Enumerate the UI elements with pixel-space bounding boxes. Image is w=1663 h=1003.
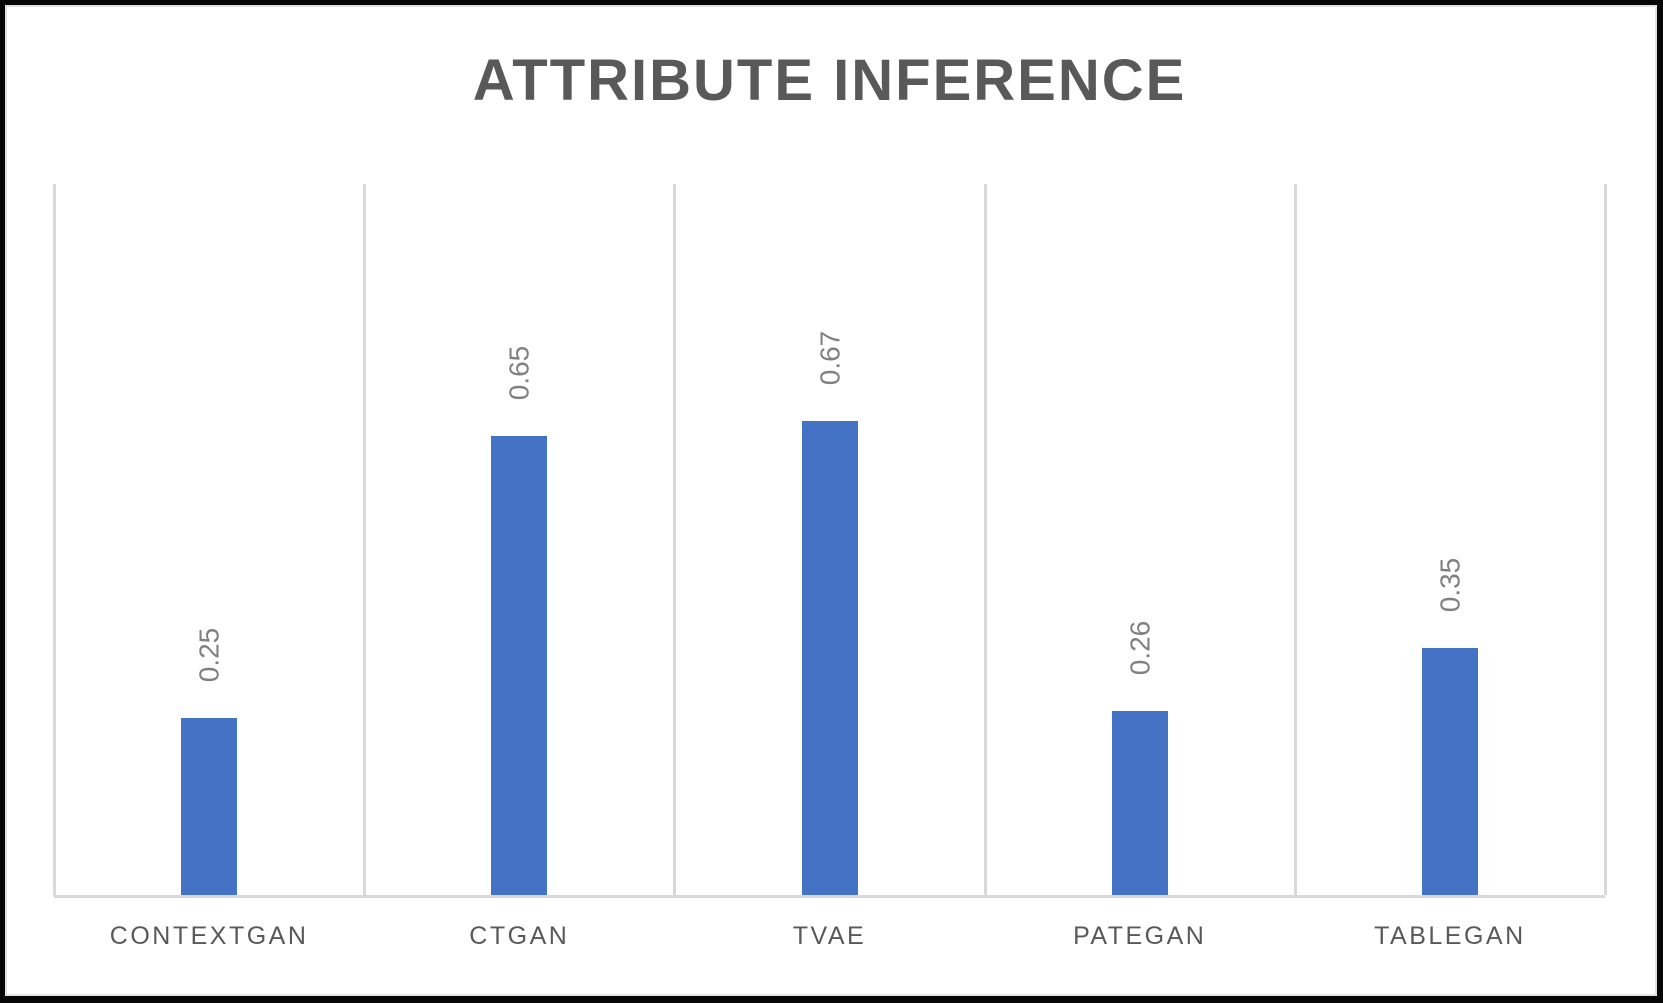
category-gridline <box>53 184 56 895</box>
category-axis: CONTEXTGAN CTGAN TVAE PATEGAN TABLEGAN <box>54 908 1605 970</box>
bar-value-label: 0.26 <box>1105 621 1175 676</box>
category-gridline <box>673 184 676 895</box>
category-label-tvae: TVAE <box>792 922 867 950</box>
bar-value-text: 0.65 <box>503 345 534 401</box>
bar-pategan <box>1112 711 1168 895</box>
bar-tablegan <box>1422 648 1478 895</box>
category-gridline <box>984 184 987 895</box>
bar-value-text: 0.26 <box>1124 620 1155 676</box>
chart-title: ATTRIBUTE INFERENCE <box>472 48 1187 113</box>
category-label-contextgan: CONTEXTGAN <box>109 922 309 950</box>
bar-value-label: 0.65 <box>484 346 554 401</box>
bar-ctgan <box>491 436 547 895</box>
category-label-pategan: PATEGAN <box>1073 922 1207 950</box>
bar-value-label: 0.25 <box>174 628 244 683</box>
bar-value-label: 0.35 <box>1415 558 1485 613</box>
bar-value-text: 0.67 <box>814 330 845 386</box>
bar-value-text: 0.25 <box>193 627 224 683</box>
bar-tvae <box>802 421 858 895</box>
category-gridline <box>1604 184 1607 895</box>
x-axis-line <box>54 895 1605 898</box>
bar-value-label: 0.67 <box>795 331 865 386</box>
category-gridline <box>1294 184 1297 895</box>
bar-value-text: 0.35 <box>1434 557 1465 613</box>
category-label-ctgan: CTGAN <box>469 922 570 950</box>
category-gridline <box>363 184 366 895</box>
bar-contextgan <box>181 718 237 895</box>
category-label-tablegan: TABLEGAN <box>1374 922 1526 950</box>
chart-surface: ATTRIBUTE INFERENCE 0.25 0.65 0.67 0.26 0.35… <box>5 5 1657 996</box>
plot-area: 0.25 0.65 0.67 0.26 0.35 <box>53 184 1607 898</box>
